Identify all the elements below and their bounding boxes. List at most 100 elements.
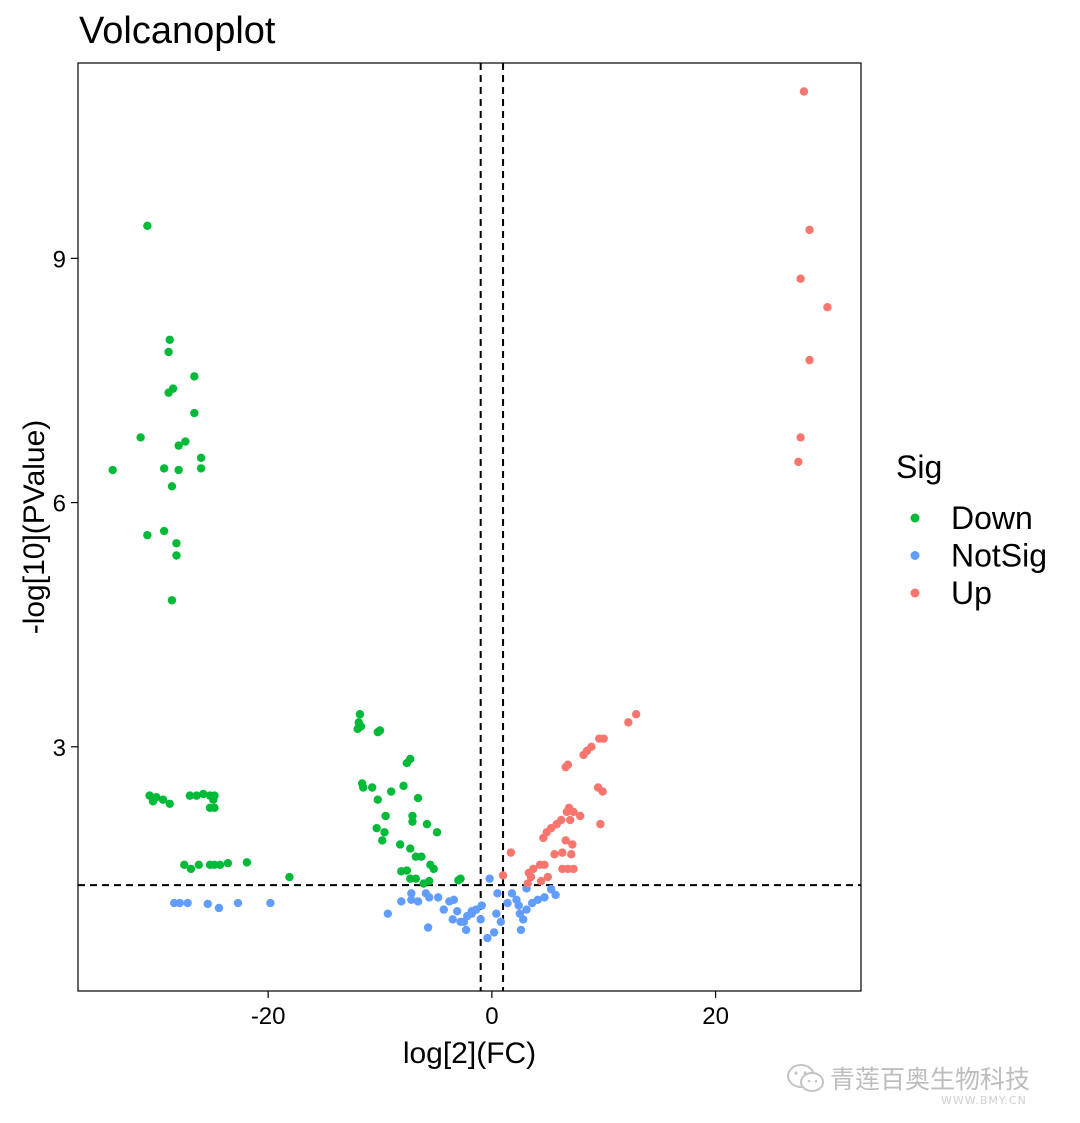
legend-label-up: Up [951,575,992,611]
data-point [805,355,814,365]
data-point [483,933,492,943]
y-axis-label: -log[10](PValue) [18,420,51,635]
data-point [631,710,641,719]
data-point [353,724,362,734]
data-point [266,898,275,908]
data-point [805,225,814,235]
data-point [406,874,415,883]
data-point [543,872,552,882]
plot-panel [78,63,861,991]
data-point [562,807,572,817]
data-point [489,928,499,937]
data-point [183,898,192,908]
data-point [799,87,809,96]
data-point [242,858,252,867]
y-tick-label: 6 [53,491,66,518]
data-point [413,793,423,803]
data-point [569,864,578,874]
data-point [407,895,416,905]
series-up [498,87,832,888]
data-point [165,799,174,808]
data-point [194,860,204,870]
data-point [159,464,169,473]
data-point [172,551,181,560]
data-point [794,457,803,467]
data-point [476,915,485,924]
data-point [533,895,542,905]
series-notsig [169,874,560,943]
data-point [413,897,423,906]
data-point [417,852,426,861]
data-point [180,860,189,870]
data-point [285,872,294,882]
data-point [579,750,588,760]
data-point [503,898,512,908]
data-point [399,781,408,791]
data-point [196,464,206,473]
data-point [551,890,560,900]
data-point [174,465,183,475]
data-point [408,817,417,826]
data-point [567,850,576,859]
data-point [477,901,487,910]
data-point [546,885,556,894]
data-point [165,335,174,344]
data-point [136,433,145,442]
data-point [175,898,184,908]
data-point [539,833,548,843]
data-point [461,925,471,935]
x-tick-label: 0 [485,1003,498,1030]
data-point [558,864,567,874]
data-point [423,923,433,932]
data-point [387,787,396,796]
data-point [523,879,532,888]
data-point [373,795,382,804]
data-point [796,274,805,283]
data-point [167,482,177,491]
data-point [383,909,393,918]
x-tick-label: -20 [251,1003,286,1030]
data-point [439,905,448,914]
data-point [233,898,243,908]
data-point [196,453,206,463]
data-point [380,828,389,837]
data-point [425,893,434,902]
data-point [449,895,459,905]
wechat-logo-icon [787,1064,824,1092]
watermark-text: 青莲百奥生物科技 [830,1065,1031,1094]
x-axis-label: log[2](FC) [403,1037,536,1070]
data-point [407,889,416,898]
data-point [425,876,434,886]
data-point [164,347,173,357]
watermark: 青莲百奥生物科技 WWW.BMY.CN [786,1058,1076,1118]
data-point [452,907,462,916]
data-point [576,811,585,821]
data-point [367,783,377,792]
x-tick-label: 20 [702,1003,729,1030]
series-down [108,221,465,888]
data-point [624,718,633,727]
data-point [540,893,549,902]
legend-key-notsig [910,551,920,560]
legend-title: Sig [896,449,942,485]
data-point [209,795,218,804]
chart-title: Volcanoplot [79,10,276,52]
data-point [143,221,152,231]
data-point [223,858,233,868]
data-point [397,897,406,906]
legend-key-down [910,513,920,523]
data-point [372,823,381,833]
data-point [568,840,577,849]
data-point [192,791,201,800]
data-point [598,787,607,796]
data-point [823,303,832,312]
data-point [143,530,152,540]
data-point [406,844,415,853]
data-point [355,710,365,719]
data-point [186,864,196,874]
data-point [433,893,443,902]
data-point [381,811,390,821]
data-point [402,866,412,875]
data-point [535,860,545,870]
data-point [516,925,526,935]
